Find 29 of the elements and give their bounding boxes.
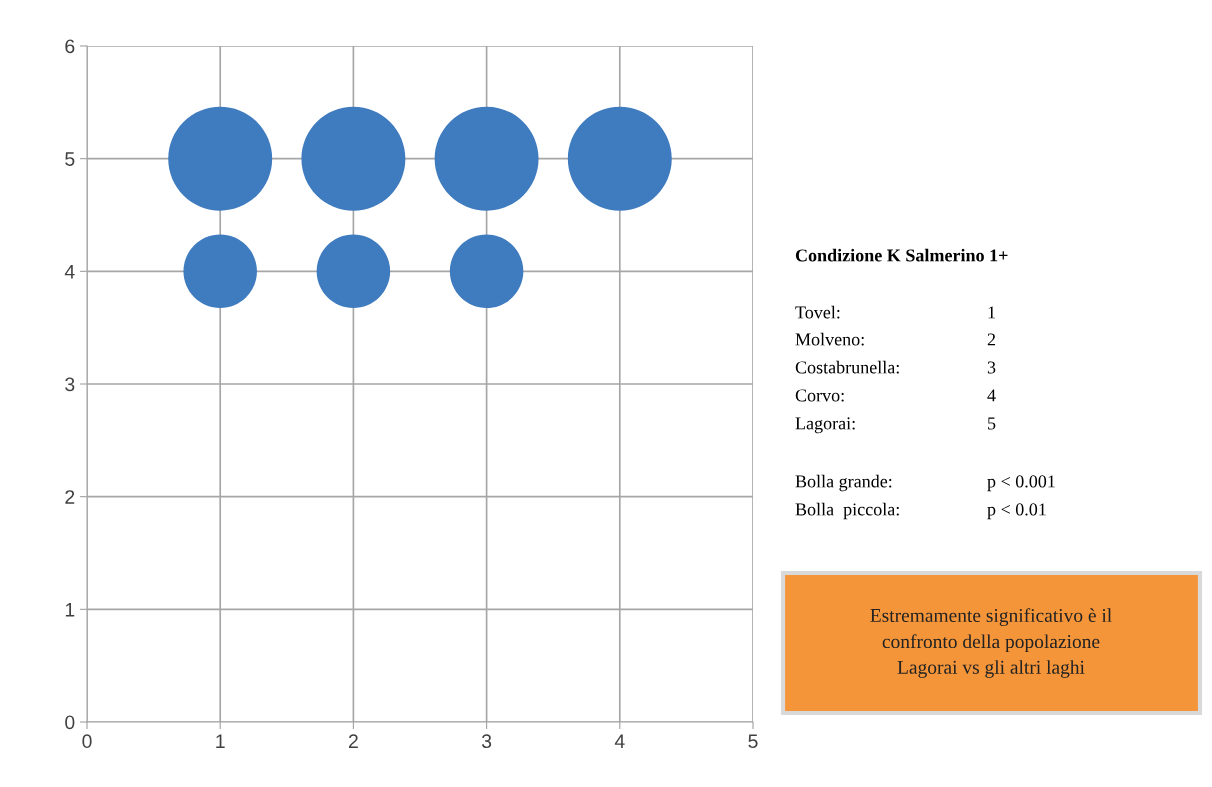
text: Estremamente significativo è il confronto della popolazione Lagorai vs gli altri laghi [870,608,1112,678]
text: Lagorai: [795,417,855,434]
y-tick-label: 3 [65,377,75,392]
x-tick-label: 3 [481,734,492,749]
x-tick-label: 0 [82,734,92,749]
x-tick-label: 4 [614,734,625,748]
y-tick-label: 2 [65,490,75,504]
text: Corvo: [795,389,844,402]
text: 4 [987,389,996,402]
text: 3 [987,361,996,374]
text: 1 [988,306,995,319]
y-tick-label: 0 [65,715,75,730]
text: 2 [987,333,996,346]
text: Tovel: [795,305,840,319]
y-tick-label: 5 [65,152,75,166]
x-tick-label: 1 [216,734,225,748]
x-tick-label: 2 [348,734,358,748]
text: Molveno: [795,332,864,346]
y-tick-label: 4 [64,265,75,279]
text: Bolla piccola: [795,502,899,520]
text: p < 0.01 [987,503,1046,520]
text: Bolla grande: [795,474,892,492]
y-tick-label: 6 [65,39,75,54]
text: p < 0.001 [987,475,1055,492]
text: Costabrunella: [795,360,899,374]
text: 5 [988,417,996,430]
text: Condizione K Salmerino 1+ [795,248,1008,262]
x-tick-label: 5 [748,734,758,749]
y-tick-label: 1 [65,603,75,617]
